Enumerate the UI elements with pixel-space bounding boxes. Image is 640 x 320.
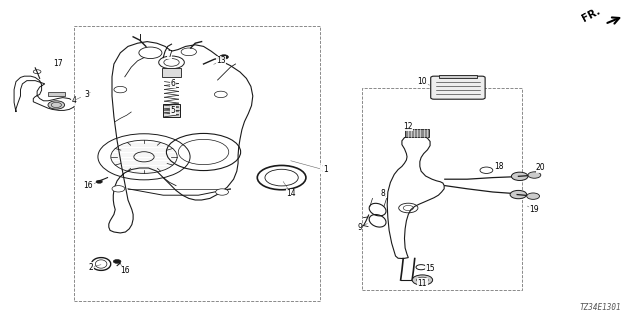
Text: 5: 5 xyxy=(170,106,175,115)
Circle shape xyxy=(527,193,540,199)
Circle shape xyxy=(216,189,228,195)
Text: 15: 15 xyxy=(425,264,435,273)
Text: 19: 19 xyxy=(529,205,540,214)
Text: 2: 2 xyxy=(88,263,93,272)
Bar xyxy=(405,129,429,137)
Bar xyxy=(162,68,181,77)
Text: 20: 20 xyxy=(536,164,546,172)
Text: 3: 3 xyxy=(84,90,89,99)
Circle shape xyxy=(113,260,121,263)
Circle shape xyxy=(510,190,527,199)
Text: TZ34E1301: TZ34E1301 xyxy=(579,303,621,312)
Bar xyxy=(48,92,65,96)
Text: 11: 11 xyxy=(418,279,427,288)
Text: 13: 13 xyxy=(216,56,226,65)
Bar xyxy=(439,75,477,78)
Circle shape xyxy=(412,275,433,285)
Text: 10: 10 xyxy=(417,77,428,86)
Text: 14: 14 xyxy=(286,189,296,198)
Text: 12: 12 xyxy=(404,122,413,131)
Circle shape xyxy=(112,186,125,192)
Text: 4: 4 xyxy=(71,96,76,105)
Text: 16: 16 xyxy=(120,266,130,275)
FancyBboxPatch shape xyxy=(431,76,485,99)
Text: 17: 17 xyxy=(52,60,63,68)
Circle shape xyxy=(511,172,528,180)
Text: FR.: FR. xyxy=(580,6,602,24)
Circle shape xyxy=(48,101,65,109)
Text: 9: 9 xyxy=(357,223,362,232)
Text: 1: 1 xyxy=(321,165,326,174)
Circle shape xyxy=(214,91,227,98)
Bar xyxy=(362,88,522,290)
Bar xyxy=(163,104,180,117)
Text: 7: 7 xyxy=(167,50,172,59)
Bar xyxy=(74,26,320,301)
Circle shape xyxy=(220,55,228,59)
Text: 8: 8 xyxy=(380,189,385,198)
Circle shape xyxy=(96,180,102,183)
Text: 6: 6 xyxy=(170,79,175,88)
Circle shape xyxy=(114,86,127,93)
Text: 18: 18 xyxy=(495,162,504,171)
Text: 1: 1 xyxy=(323,165,328,174)
Text: 16: 16 xyxy=(83,181,93,190)
Circle shape xyxy=(528,172,541,178)
